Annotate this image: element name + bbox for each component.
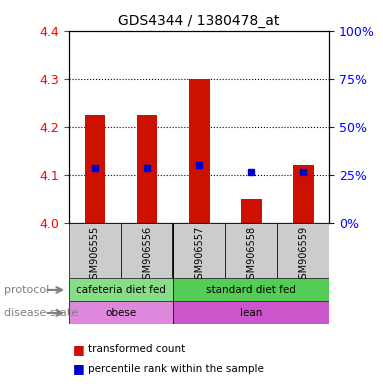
Title: GDS4344 / 1380478_at: GDS4344 / 1380478_at (118, 14, 280, 28)
Bar (69, 223, 121, 278)
Bar (69, 278, 173, 301)
Bar (225, 223, 277, 278)
Text: GSM906559: GSM906559 (298, 225, 308, 285)
Bar (173, 301, 329, 324)
Bar (189, 79, 210, 223)
Text: transformed count: transformed count (88, 344, 185, 354)
Bar (293, 165, 314, 223)
Text: GSM906556: GSM906556 (142, 225, 152, 285)
Text: percentile rank within the sample: percentile rank within the sample (88, 364, 264, 374)
Text: lean: lean (240, 308, 262, 318)
Text: GSM906555: GSM906555 (90, 225, 100, 285)
Bar (241, 199, 262, 223)
Text: ■: ■ (73, 343, 85, 356)
Text: GSM906558: GSM906558 (246, 225, 256, 285)
Text: standard diet fed: standard diet fed (206, 285, 296, 295)
Bar (121, 223, 173, 278)
Text: protocol: protocol (4, 285, 49, 295)
Bar (69, 301, 173, 324)
Text: ■: ■ (73, 362, 85, 375)
Text: GSM906557: GSM906557 (194, 225, 204, 285)
Bar (173, 278, 329, 301)
Text: cafeteria diet fed: cafeteria diet fed (76, 285, 166, 295)
Text: disease state: disease state (4, 308, 78, 318)
Text: obese: obese (105, 308, 137, 318)
Bar (137, 115, 157, 223)
Bar (173, 223, 225, 278)
Bar (85, 115, 105, 223)
Bar (277, 223, 329, 278)
